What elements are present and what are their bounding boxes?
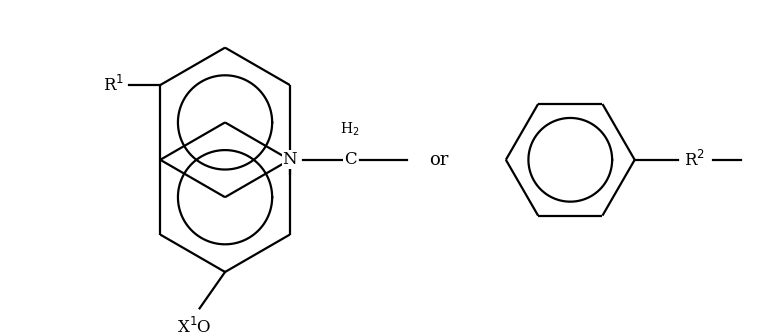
Text: C: C — [343, 151, 357, 168]
Text: or: or — [429, 151, 448, 169]
Text: X$^1$O: X$^1$O — [177, 317, 211, 334]
Text: H$_2$: H$_2$ — [340, 121, 360, 138]
Text: R$^1$: R$^1$ — [103, 75, 124, 95]
Text: N: N — [283, 151, 297, 168]
Text: R$^2$: R$^2$ — [684, 150, 705, 170]
